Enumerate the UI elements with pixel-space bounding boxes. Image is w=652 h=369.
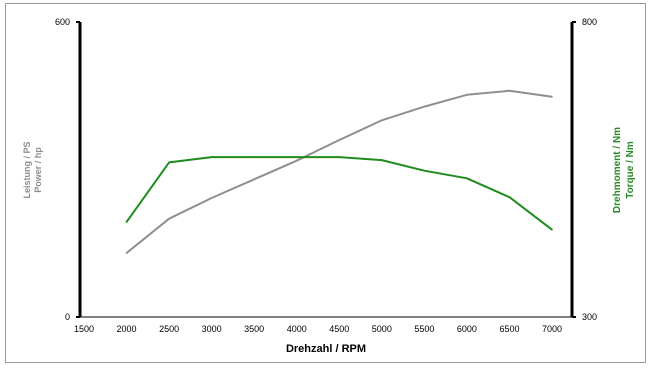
torque-point (210, 156, 213, 158)
x-tick-label: 4500 (329, 324, 349, 334)
left-axis-max-label: 600 (55, 17, 70, 27)
left-axis-min-label: 0 (65, 312, 70, 322)
chart-frame (5, 3, 646, 363)
x-tick-label: 3000 (202, 324, 222, 334)
power-point (508, 90, 511, 92)
right-axis-min-label: 300 (582, 312, 597, 322)
power-point (551, 95, 553, 98)
torque-series-line (125, 156, 553, 231)
power-point (381, 119, 383, 122)
x-tick-label: 5500 (414, 324, 434, 334)
x-tick-label: 7000 (542, 324, 562, 334)
torque-point (466, 177, 468, 180)
x-axis-title: Drehzahl / RPM (286, 343, 366, 355)
x-tick-label: 6500 (499, 324, 519, 334)
left-axis-title-line2: Power / hp (33, 147, 43, 193)
x-tick-label: 1500 (74, 324, 94, 334)
power-point (423, 105, 426, 108)
torque-point (168, 161, 170, 164)
power-point (253, 178, 255, 181)
x-tick-label: 3500 (244, 324, 264, 334)
x-tick-label: 2500 (159, 324, 179, 334)
series-layer (125, 89, 553, 254)
left-axis-title-line1: Leistung / PS (22, 141, 32, 198)
right-axis-title-line1: Drehmoment / Nm (612, 127, 623, 213)
x-tick-label: 5000 (372, 324, 392, 334)
power-point (168, 217, 170, 220)
torque-point (338, 156, 341, 158)
right-axis-title-line2: Torque / Nm (625, 141, 636, 199)
axes-layer: 1500 2000 2500 3000 3500 4000 4500 5000 5500 6000… (74, 21, 576, 334)
torque-point (253, 156, 255, 158)
torque-point (551, 228, 553, 231)
power-point (295, 159, 298, 162)
torque-point (125, 221, 128, 223)
power-series-line (125, 89, 553, 254)
power-point (125, 252, 128, 254)
torque-point (508, 196, 511, 199)
torque-point (295, 156, 298, 158)
x-tick-label: 2000 (117, 324, 137, 334)
torque-point (381, 159, 383, 161)
x-tick-label: 6000 (457, 324, 477, 334)
power-point (338, 139, 341, 141)
power-point (210, 197, 213, 199)
labels-layer: Drehzahl / RPM 600 0 800 300 Leistung / … (22, 17, 636, 355)
power-point (466, 93, 468, 96)
x-tick-label: 4000 (287, 324, 307, 334)
right-axis-max-label: 800 (582, 17, 597, 27)
torque-point (423, 169, 426, 172)
